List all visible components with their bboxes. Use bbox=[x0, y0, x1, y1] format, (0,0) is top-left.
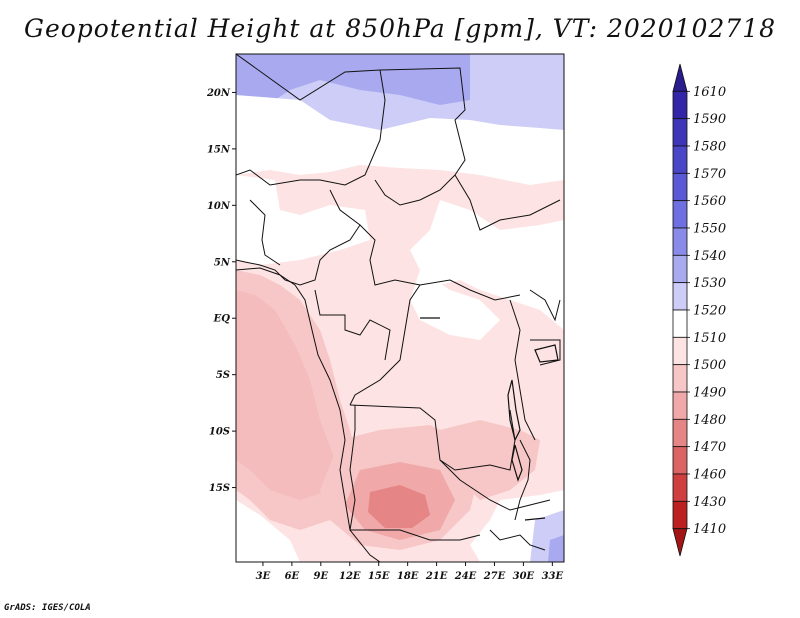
colorbar-label: 1560 bbox=[693, 194, 726, 209]
field-1510-sw bbox=[236, 500, 300, 562]
colorbar-label: 1590 bbox=[693, 112, 726, 127]
y-tick-label: 5N bbox=[214, 257, 231, 268]
x-tick-label: 9E bbox=[314, 571, 329, 582]
x-axis: 3E 6E 9E 12E 15E 18E 21E 24E 27E 30E 33E bbox=[256, 562, 564, 582]
field-1490-atlantic-core bbox=[236, 290, 335, 500]
colorbar-label: 1610 bbox=[693, 85, 726, 100]
map-frame bbox=[235, 53, 565, 563]
x-tick-label: 6E bbox=[285, 571, 300, 582]
colorbar-swatch bbox=[672, 446, 688, 475]
colorbar-swatch bbox=[672, 227, 688, 256]
country-borders bbox=[236, 54, 561, 562]
colorbar-swatch-bottom bbox=[672, 528, 688, 557]
colorbar-swatch bbox=[672, 254, 688, 284]
x-tick-label: 3E bbox=[256, 571, 271, 582]
colorbar-swatch bbox=[672, 473, 688, 502]
field-1530-se bbox=[548, 535, 564, 562]
x-tick-label: 27E bbox=[483, 571, 506, 582]
field-1470-core bbox=[368, 485, 430, 528]
colorbar-swatch bbox=[672, 145, 688, 174]
colorbar-label: 1470 bbox=[693, 440, 726, 455]
colorbar-swatch bbox=[672, 200, 688, 229]
colorbar-label: 1490 bbox=[693, 386, 726, 401]
colorbar-label: 1460 bbox=[693, 468, 726, 483]
y-tick-label: 15N bbox=[207, 144, 231, 155]
field-1510-central bbox=[410, 270, 500, 340]
colorbar-label: 1540 bbox=[693, 249, 726, 264]
colorbar-swatch bbox=[672, 418, 688, 448]
colorbar-label: 1530 bbox=[693, 276, 726, 291]
colorbar-swatch bbox=[672, 500, 688, 530]
map-field bbox=[236, 54, 564, 562]
colorbar-swatch bbox=[672, 118, 688, 147]
colorbar-label: 1580 bbox=[693, 140, 726, 155]
colorbar-label: 1430 bbox=[693, 495, 726, 510]
x-tick-label: 15E bbox=[368, 571, 390, 582]
colorbar-swatch bbox=[672, 172, 688, 202]
field-1510-east bbox=[410, 200, 564, 330]
y-tick-label: 5S bbox=[216, 370, 230, 381]
field-1510-west bbox=[236, 175, 370, 265]
colorbar-label: 1500 bbox=[693, 358, 726, 373]
colorbar-swatch bbox=[672, 336, 688, 366]
colorbar-label: 1520 bbox=[693, 304, 726, 319]
colorbar-swatch bbox=[672, 364, 688, 393]
colorbar-label: 1410 bbox=[693, 522, 726, 537]
x-tick-label: 21E bbox=[425, 571, 448, 582]
chart-title: Geopotential Height at 850hPa [gpm], VT:… bbox=[23, 14, 777, 43]
lake-outlines bbox=[420, 317, 559, 521]
colorbar-swatch bbox=[672, 309, 688, 338]
x-tick-label: 12E bbox=[339, 571, 361, 582]
colorbar-swatch bbox=[672, 90, 688, 120]
field-1530-north bbox=[236, 54, 470, 110]
colorbar-swatch bbox=[672, 282, 688, 311]
colorbar-label: 1550 bbox=[693, 222, 726, 237]
y-axis: 20N 15N 10N 5N EQ 5S 10S 15S bbox=[206, 88, 236, 494]
colorbar: 1610 1590 1580 1570 1560 1550 1540 1530 1520 1510… bbox=[672, 63, 726, 557]
colorbar-label: 1480 bbox=[693, 413, 726, 428]
x-tick-label: 24E bbox=[454, 571, 477, 582]
colorbar-swatch bbox=[672, 391, 688, 420]
field-1510-sahel bbox=[236, 95, 564, 185]
colorbar-label: 1510 bbox=[693, 331, 726, 346]
y-tick-label: 10S bbox=[209, 427, 230, 438]
x-tick-label: 33E bbox=[542, 571, 564, 582]
y-tick-label: 10N bbox=[207, 201, 231, 212]
x-tick-label: 18E bbox=[397, 571, 419, 582]
y-tick-label: EQ bbox=[213, 314, 231, 325]
grads-credit: GrADS: IGES/COLA bbox=[4, 603, 91, 613]
colorbar-swatch-top bbox=[672, 63, 688, 92]
x-tick-label: 30E bbox=[513, 571, 535, 582]
colorbar-label: 1570 bbox=[693, 167, 726, 182]
y-tick-label: 15S bbox=[209, 483, 230, 494]
y-tick-label: 20N bbox=[206, 88, 231, 99]
